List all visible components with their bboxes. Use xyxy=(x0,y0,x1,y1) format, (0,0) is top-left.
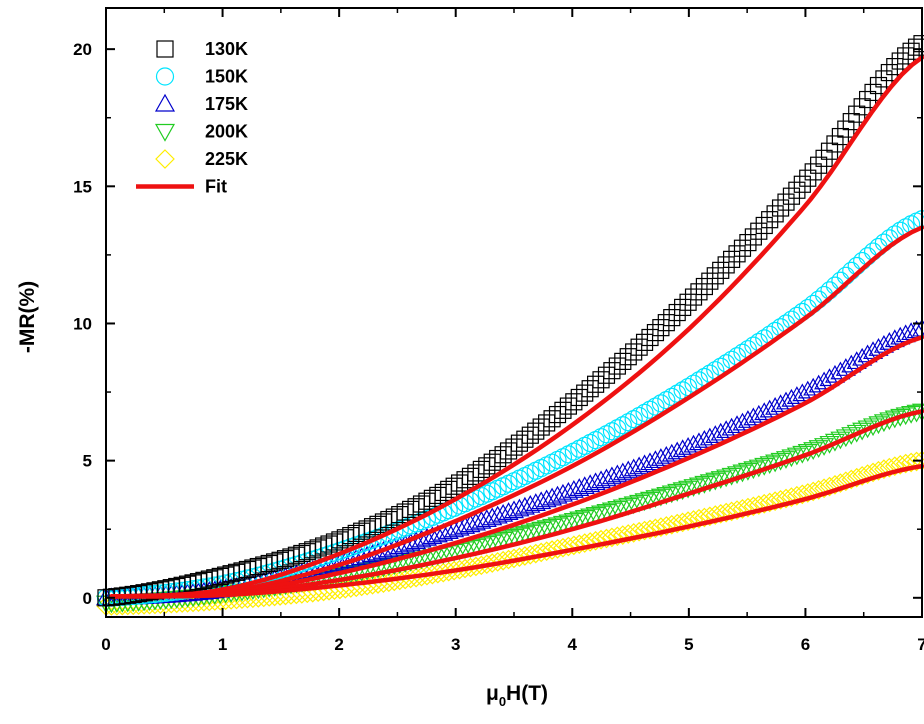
data-point xyxy=(751,223,767,239)
x-tick-label: 2 xyxy=(334,635,343,654)
legend-item-225K: 225K xyxy=(156,149,248,169)
x-tick-label: 5 xyxy=(684,635,693,654)
y-tick-label: 20 xyxy=(73,40,92,59)
data-point xyxy=(675,299,691,315)
legend-label: 175K xyxy=(205,94,248,114)
x-axis-title-subscript: 0 xyxy=(499,694,506,709)
legend-item-150K: 150K xyxy=(157,67,249,87)
y-tick-label: 10 xyxy=(73,314,92,333)
data-point xyxy=(778,194,794,210)
data-point xyxy=(577,385,593,401)
x-tick-label: 4 xyxy=(568,635,578,654)
y-tick-label: 15 xyxy=(73,177,92,196)
data-point xyxy=(767,206,783,222)
data-point xyxy=(446,478,462,494)
data-point xyxy=(707,268,723,284)
data-point xyxy=(642,329,658,345)
data-point xyxy=(773,200,789,216)
data-point xyxy=(637,334,653,350)
data-point xyxy=(718,257,734,273)
legend-label: 130K xyxy=(205,39,248,59)
data-point xyxy=(626,344,642,360)
data-point xyxy=(724,251,740,267)
legend-marker xyxy=(156,95,174,111)
data-point xyxy=(452,475,468,491)
x-tick-label: 1 xyxy=(218,635,227,654)
data-point xyxy=(898,48,914,64)
data-point xyxy=(745,229,761,245)
data-point xyxy=(468,465,484,481)
x-tick-label: 6 xyxy=(801,635,810,654)
legend-label: Fit xyxy=(205,177,227,197)
data-point xyxy=(479,458,495,474)
data-point xyxy=(756,217,772,233)
data-point xyxy=(615,353,631,369)
legend-item-130K: 130K xyxy=(157,39,248,59)
data-point xyxy=(647,325,663,341)
data-point xyxy=(734,240,750,256)
data-point xyxy=(658,315,674,331)
x-tick-label: 3 xyxy=(451,635,460,654)
x-axis-title-mu: μ xyxy=(486,682,499,705)
data-point xyxy=(473,461,489,477)
data-point xyxy=(696,279,712,295)
x-tick-label: 7 xyxy=(917,635,924,654)
data-point xyxy=(620,349,636,365)
data-point xyxy=(691,284,707,300)
data-point xyxy=(800,170,816,186)
legend-marker xyxy=(157,41,173,57)
y-tick-labels: 0 5 10 15 20 xyxy=(73,40,92,608)
data-point xyxy=(457,472,473,488)
data-point xyxy=(892,53,908,69)
data-point xyxy=(588,376,604,392)
data-point xyxy=(582,381,598,397)
legend-item-fit: Fit xyxy=(136,177,227,197)
legend-label: 200K xyxy=(205,122,248,142)
data-point xyxy=(713,262,729,278)
data-point xyxy=(789,182,805,198)
data-point xyxy=(441,481,457,497)
data-point xyxy=(604,363,620,379)
data-point xyxy=(729,246,745,262)
legend: 130K 150K 175K 200K 225K Fit xyxy=(136,39,248,197)
data-point xyxy=(881,65,897,81)
data-point xyxy=(740,235,756,251)
legend-marker xyxy=(157,68,174,85)
x-tick-labels: 0 1 2 3 4 5 6 7 xyxy=(101,635,924,654)
data-point xyxy=(854,99,870,115)
data-point xyxy=(609,358,625,374)
legend-label: 225K xyxy=(205,149,248,169)
data-point xyxy=(680,294,696,310)
data-point xyxy=(664,310,680,326)
data-point xyxy=(827,136,843,152)
x-axis-title-rest: H(T) xyxy=(506,682,548,705)
data-point xyxy=(571,389,587,405)
legend-marker xyxy=(156,150,174,168)
data-point xyxy=(794,176,810,192)
y-tick-label: 5 xyxy=(83,452,92,471)
x-tick-label: 0 xyxy=(101,635,110,654)
data-point xyxy=(593,372,609,388)
data-point xyxy=(462,468,478,484)
data-point xyxy=(762,212,778,228)
data-point xyxy=(702,273,718,289)
legend-item-200K: 200K xyxy=(156,122,248,142)
y-axis-title: -MR(%) xyxy=(16,281,39,353)
legend-item-175K: 175K xyxy=(156,94,248,114)
data-point xyxy=(653,320,669,336)
legend-label: 150K xyxy=(205,67,248,87)
data-point xyxy=(631,339,647,355)
data-point xyxy=(887,59,903,75)
data-point xyxy=(669,305,685,321)
data-point xyxy=(783,188,799,204)
data-point xyxy=(598,367,614,383)
data-point xyxy=(686,289,702,305)
legend-marker xyxy=(156,125,174,141)
x-axis-title: μ0H(T) xyxy=(486,682,548,709)
y-tick-label: 0 xyxy=(83,589,92,608)
